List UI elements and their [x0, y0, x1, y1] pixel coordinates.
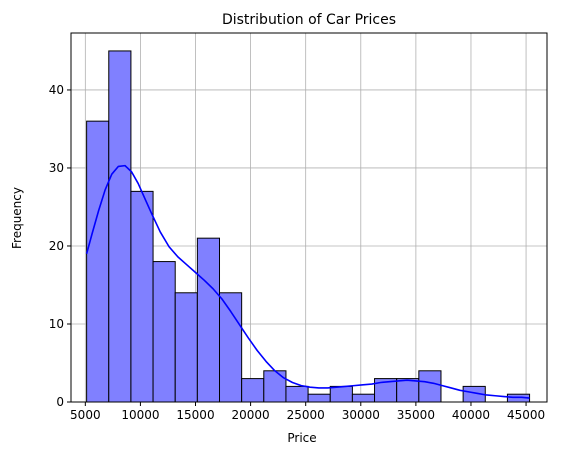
histogram-bar — [174, 292, 198, 403]
x-axis-label: Price — [287, 431, 316, 445]
histogram-bar — [152, 261, 176, 403]
histogram-bar — [263, 370, 287, 403]
histogram-bar — [418, 370, 442, 403]
x-tick-label: 25000 — [287, 408, 325, 422]
axis-layer: 5000 10000 15000 20000 25000 30000 35000 40000 4… — [49, 83, 545, 422]
x-tick-label: 5000 — [70, 408, 101, 422]
kde-line — [85, 164, 530, 399]
x-tick-label: 15000 — [176, 408, 214, 422]
kde-layer — [85, 164, 530, 399]
histogram-bar — [108, 50, 132, 403]
histogram-bar — [307, 393, 331, 403]
x-tick-label: 10000 — [121, 408, 159, 422]
histogram-bar — [351, 393, 376, 403]
histogram-bar — [285, 385, 309, 403]
y-tick-label: 0 — [56, 395, 64, 409]
histogram-bar — [219, 292, 243, 403]
x-tick-label: 45000 — [507, 408, 545, 422]
x-tick-label: 20000 — [232, 408, 270, 422]
histogram-bar — [130, 190, 154, 403]
y-axis-label: Frequency — [10, 187, 24, 249]
histogram-bar — [241, 378, 265, 403]
histogram-bar — [86, 120, 110, 403]
x-tick-label: 35000 — [397, 408, 435, 422]
histogram-bar — [196, 237, 221, 403]
y-tick-label: 40 — [49, 83, 64, 97]
y-tick-label: 10 — [49, 317, 64, 331]
bars-layer — [86, 50, 531, 403]
chart-title: Distribution of Car Prices — [222, 12, 396, 28]
y-tick-label: 20 — [49, 239, 64, 253]
y-tick-label: 30 — [49, 161, 64, 175]
histogram-bar — [329, 385, 353, 403]
x-tick-label: 30000 — [342, 408, 380, 422]
histogram-bar — [396, 378, 420, 403]
plot-frame — [70, 32, 548, 403]
x-tick-label: 40000 — [452, 408, 490, 422]
